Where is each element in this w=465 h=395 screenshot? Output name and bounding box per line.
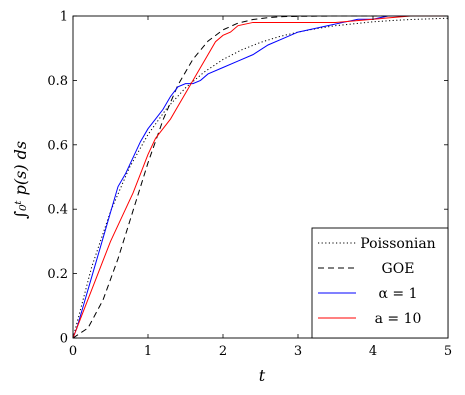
legend-label-0: Poissonian <box>360 236 435 252</box>
legend-label-1: GOE <box>382 261 415 277</box>
x-tick-label: 3 <box>294 344 302 359</box>
series-line-3 <box>72 15 448 339</box>
x-tick-label: 2 <box>219 344 227 359</box>
series-layer <box>72 15 449 339</box>
legend-box <box>311 227 449 339</box>
x-tick-label: 5 <box>444 344 452 359</box>
series-line-0 <box>72 17 449 339</box>
series-line-2 <box>72 15 448 339</box>
x-tick-label: 4 <box>369 344 377 359</box>
y-tick-label: 1 <box>60 10 68 25</box>
legend-label-3: a = 10 <box>375 311 422 327</box>
y-tick-label: 0.2 <box>47 267 68 282</box>
y-tick-label: 0.4 <box>47 203 68 218</box>
y-tick-label: 0 <box>60 332 68 347</box>
y-tick-label: 0.6 <box>47 138 68 153</box>
y-axis-label: ∫₀ᵗ p(s) ds <box>11 141 30 219</box>
series-line-1 <box>72 15 448 339</box>
legend: Poissonian GOE α = 1 a = 10 <box>311 227 449 339</box>
ticks-layer: 0 1 2 3 4 5 0 0.2 0.4 0.6 0.8 1 <box>47 10 452 360</box>
y-tick-label: 0.8 <box>47 74 68 89</box>
x-tick-label: 0 <box>69 344 77 359</box>
legend-label-2: α = 1 <box>379 286 418 302</box>
plot-frame <box>72 15 449 339</box>
x-axis-label: t <box>259 366 266 385</box>
x-tick-label: 1 <box>144 344 152 359</box>
